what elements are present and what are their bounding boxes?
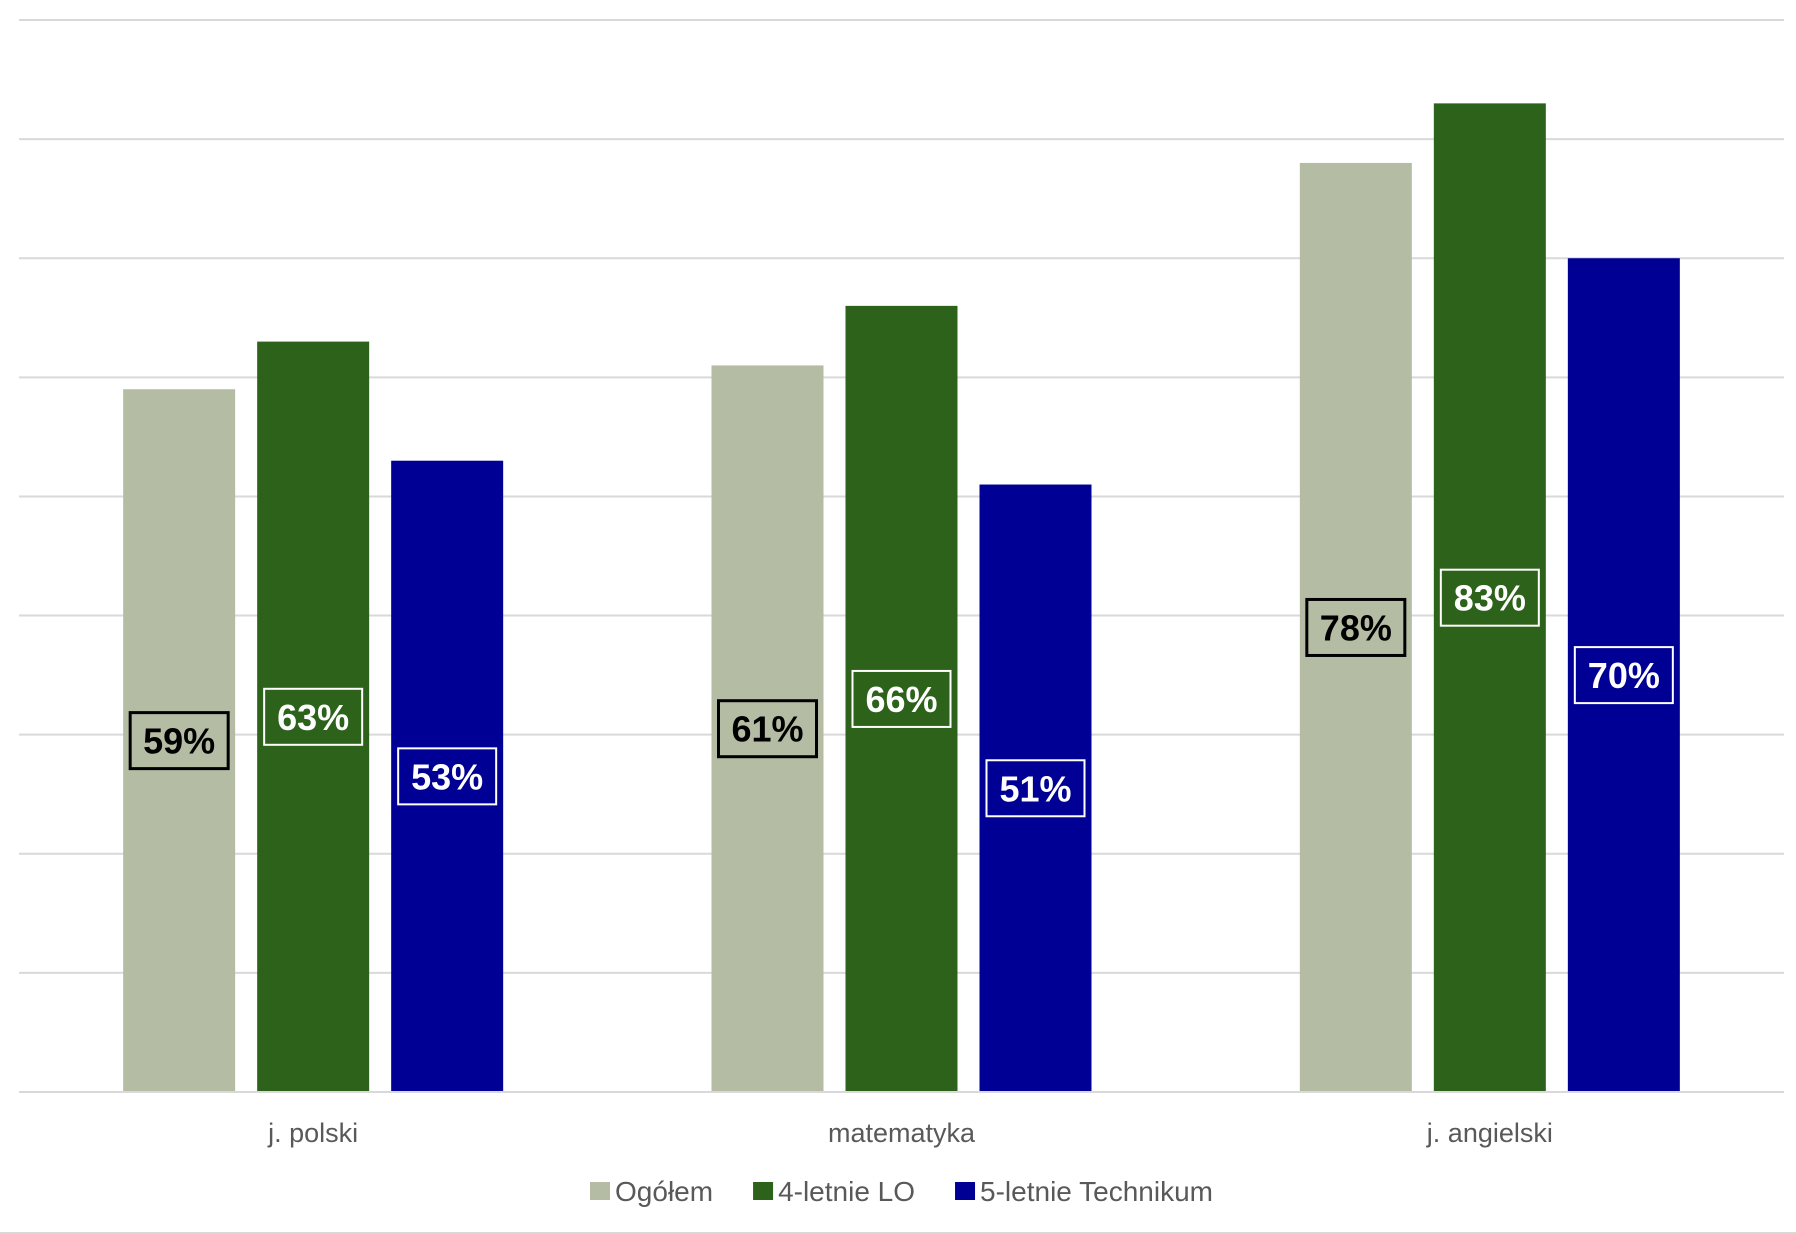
data-label-box [397,747,498,806]
bars [123,103,1680,1093]
data-label-box [985,759,1086,818]
bar [711,365,824,1092]
data-label-box [1305,597,1407,657]
data-label: 66% [865,679,937,720]
data-label: 78% [1320,607,1392,648]
bar [1567,258,1680,1092]
legend-label: 5-letnie Technikum [980,1176,1213,1207]
data-label: 70% [1588,655,1660,696]
legend-swatch [753,1182,774,1200]
legend: Ogółem 4-letnie LO 5-letnie Technikum [590,1176,1213,1207]
legend-swatch [590,1182,611,1200]
category-label: j. polski [267,1118,358,1148]
data-label-box [1573,646,1674,705]
bar [845,305,958,1092]
bar [979,484,1092,1092]
bar [391,460,504,1092]
category-labels: j. polski matematyka j. angielski [267,1118,1553,1148]
legend-label: Ogółem [615,1176,713,1207]
data-labels: 59% 63% 53% 61% 66% 51% 78% 83% 70% [128,568,1674,818]
data-label: 53% [411,756,483,797]
bar [257,341,370,1093]
bar [1433,103,1546,1092]
data-label-box [1439,568,1540,627]
data-label-box [851,669,952,728]
legend-swatch [955,1182,976,1200]
data-label: 59% [143,721,215,762]
data-label: 83% [1454,578,1526,619]
data-label: 51% [999,768,1071,809]
legend-label: 4-letnie LO [778,1176,915,1207]
data-label-box [717,699,818,759]
data-label-box [263,687,364,746]
data-label: 61% [731,709,803,750]
category-label: j. angielski [1426,1118,1553,1148]
bar [123,389,236,1092]
bar [1299,162,1412,1092]
data-label-box [128,711,230,771]
data-label: 63% [277,697,349,738]
category-label: matematyka [828,1118,976,1148]
